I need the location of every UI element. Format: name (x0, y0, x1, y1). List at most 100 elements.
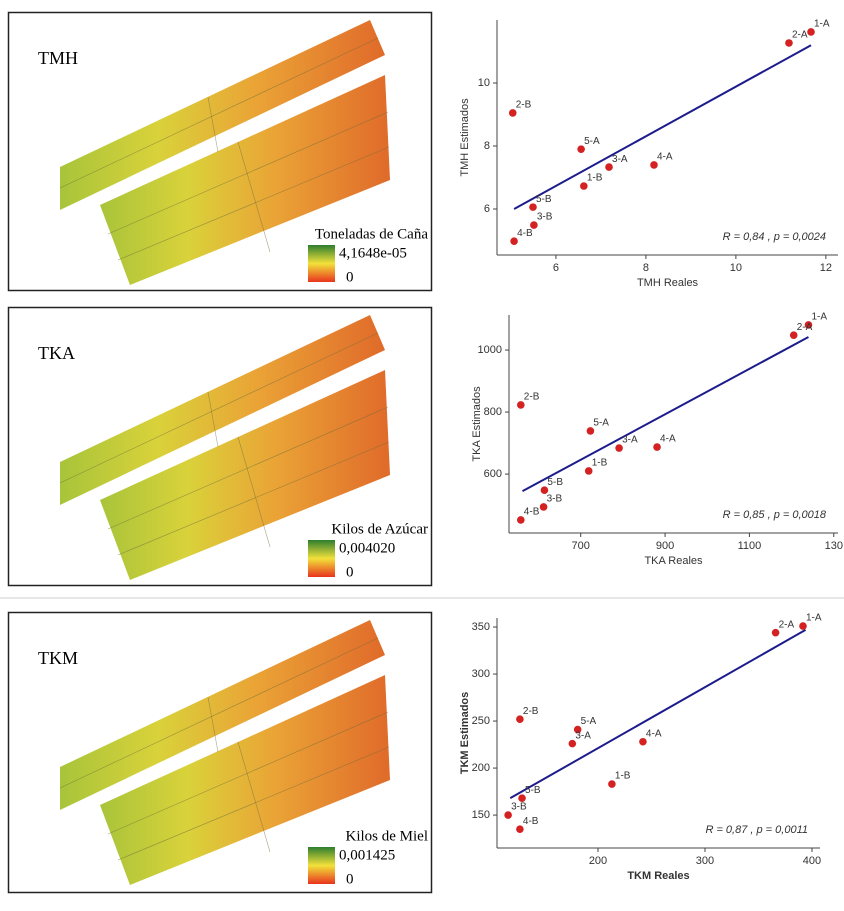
field-row (207, 696, 219, 753)
point (568, 739, 577, 748)
field-strip (60, 620, 385, 810)
point (804, 321, 813, 329)
field-row (59, 637, 379, 789)
field-strip (100, 370, 390, 580)
x-tick-label: 10 (730, 262, 742, 274)
legend-max: 0,001425 (339, 847, 395, 863)
point-label: 1-A (811, 312, 827, 323)
point-label: 5-B (536, 194, 552, 205)
legend-gradient (308, 540, 335, 577)
y-axis-title: TKA Estimados (471, 386, 483, 462)
x-axis-title: TKM Reales (627, 870, 689, 882)
x-tick-label: 130 (825, 540, 843, 552)
point (529, 203, 537, 211)
field-row (237, 741, 271, 853)
point-label: 1-A (814, 19, 830, 30)
x-tick-label: 700 (572, 540, 590, 552)
point-label: 2-A (797, 322, 813, 333)
legend-max: 4,1648e-05 (339, 245, 407, 261)
point (799, 622, 807, 630)
y-tick-label: 250 (472, 715, 490, 727)
point-label: 2-A (792, 30, 808, 41)
point (530, 221, 538, 229)
point (584, 467, 593, 475)
point-label: 2-B (524, 392, 540, 403)
point-label: 3-B (511, 802, 527, 813)
point (510, 237, 518, 245)
point (577, 145, 585, 153)
legend-title: Kilos de Azúcar (331, 521, 428, 537)
y-tick-label: 1000 (478, 344, 502, 356)
point-label: 2-B (523, 706, 539, 717)
point (586, 427, 595, 435)
point (573, 725, 582, 734)
legend-min: 0 (346, 269, 354, 285)
legend-title: Toneladas de Caña (315, 226, 428, 242)
point-label: 4-B (517, 228, 533, 239)
point (615, 444, 623, 452)
point-label: 3-A (612, 154, 628, 165)
point-label: 1-B (592, 458, 608, 469)
fit-line (513, 44, 812, 210)
point-label: 5-B (525, 785, 541, 796)
y-tick-label: 6 (484, 203, 490, 215)
point (608, 780, 616, 788)
point (517, 401, 525, 409)
point-label: 4-A (660, 434, 676, 445)
field-row (107, 111, 389, 235)
point (605, 163, 613, 171)
field-strip (60, 20, 385, 210)
point (785, 39, 793, 47)
fit-line (522, 336, 809, 493)
point-label: 5-A (581, 716, 597, 727)
point-label: 1-B (615, 771, 631, 782)
x-tick-label: 1100 (738, 540, 762, 552)
x-tick-label: 200 (589, 855, 607, 867)
legend-max: 0,004020 (339, 540, 395, 556)
x-tick-label: 900 (656, 540, 674, 552)
point-label: 4-B (524, 507, 540, 518)
x-tick-label: 12 (820, 262, 832, 274)
field-row (117, 746, 390, 861)
point-label: 4-A (657, 152, 673, 163)
y-tick-label: 300 (472, 668, 490, 680)
point-label: 1-B (587, 173, 603, 184)
point (653, 443, 661, 451)
point-label: 3-A (575, 730, 591, 741)
point (580, 182, 588, 190)
y-axis-title: TMH Estimados (459, 98, 471, 177)
point-label: 4-A (646, 728, 662, 739)
annotation: R = 0,87 , p = 0,0011 (705, 824, 808, 836)
y-tick-label: 10 (478, 77, 490, 89)
y-tick-label: 800 (484, 406, 502, 418)
point (504, 811, 512, 819)
x-tick-label: 400 (803, 855, 821, 867)
point-label: 4-B (523, 816, 539, 827)
field-strip (100, 675, 390, 885)
field-row (107, 711, 389, 835)
point-label: 1-A (806, 613, 822, 624)
point (807, 28, 815, 36)
point-label: 5-A (584, 136, 600, 147)
point (518, 794, 526, 802)
x-axis-title: TMH Reales (637, 277, 699, 289)
point-label: 2-A (779, 619, 795, 630)
field-row (207, 96, 219, 153)
fit-line (509, 628, 807, 800)
field-row (237, 436, 271, 548)
legend-gradient (308, 245, 335, 282)
map-panel: TKM Kilos de Miel 0,001425 0 (7, 611, 433, 894)
field-row (59, 37, 379, 189)
map-panel: TMH Toneladas de Caña 4,1648e-05 0 (7, 11, 433, 292)
legend-min: 0 (346, 564, 354, 580)
point-label: 5-A (593, 418, 609, 429)
annotation: R = 0,84 , p = 0,0024 (723, 231, 826, 243)
map-label: TKM (38, 648, 78, 668)
field-row (107, 406, 389, 530)
legend-title: Kilos de Miel (346, 828, 429, 844)
field-strip (60, 315, 385, 505)
point (540, 486, 549, 495)
y-tick-label: 150 (472, 809, 490, 821)
field-row (117, 146, 390, 261)
